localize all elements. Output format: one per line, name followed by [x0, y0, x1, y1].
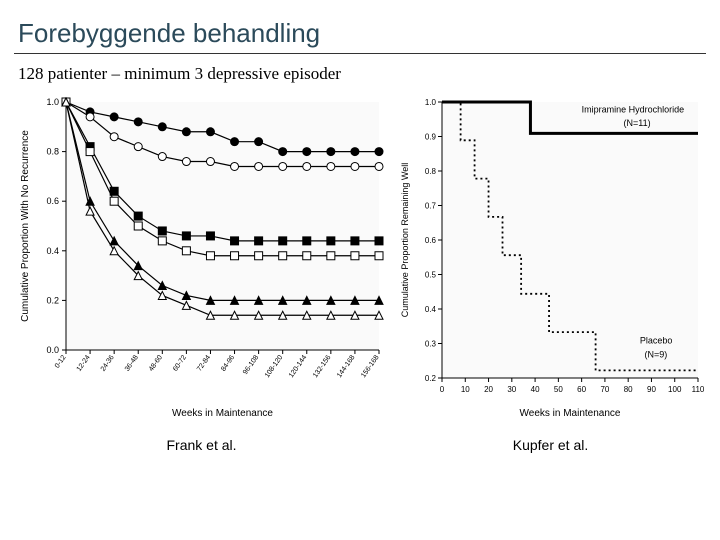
svg-text:0.0: 0.0	[46, 345, 59, 355]
svg-text:84-96: 84-96	[220, 354, 236, 373]
svg-text:50: 50	[553, 385, 562, 394]
svg-text:24-36: 24-36	[100, 354, 116, 373]
svg-text:0: 0	[439, 385, 444, 394]
svg-text:0-12: 0-12	[54, 354, 68, 370]
svg-text:Placebo: Placebo	[639, 336, 672, 346]
svg-text:20: 20	[484, 385, 493, 394]
page-title: Forebyggende behandling	[18, 18, 706, 49]
svg-text:Imipramine Hydrochloride: Imipramine Hydrochloride	[581, 104, 684, 114]
svg-text:156-168: 156-168	[360, 354, 381, 379]
svg-text:36-48: 36-48	[124, 354, 140, 373]
svg-text:72-84: 72-84	[196, 354, 212, 373]
chart-left: 0.0 0.2 0.4 0.6 0.8 1.0 0-12 12-24 24-36 36-48 48-…	[14, 92, 389, 427]
svg-text:0.5: 0.5	[424, 271, 436, 280]
svg-text:0.6: 0.6	[424, 236, 436, 245]
svg-text:1.0: 1.0	[46, 97, 59, 107]
caption-right: Kupfer et al.	[513, 437, 589, 453]
svg-text:10: 10	[460, 385, 469, 394]
svg-text:0.9: 0.9	[424, 133, 436, 142]
svg-text:60-72: 60-72	[172, 354, 188, 373]
svg-text:120-144: 120-144	[288, 354, 309, 379]
svg-text:12-24: 12-24	[76, 354, 92, 373]
svg-text:1.0: 1.0	[424, 98, 436, 107]
chart-right: 0.2 0.3 0.4 0.5 0.6 0.7 0.8 0.9 1.0 0 10 20 30 40 50 60…	[396, 92, 706, 427]
svg-text:108-120: 108-120	[264, 354, 285, 379]
svg-text:100: 100	[668, 385, 682, 394]
svg-text:(N=11): (N=11)	[623, 118, 650, 128]
caption-left: Frank et al.	[166, 437, 236, 453]
svg-text:0.3: 0.3	[424, 340, 436, 349]
svg-text:96-108: 96-108	[242, 354, 260, 376]
svg-text:0.7: 0.7	[424, 202, 436, 211]
svg-text:40: 40	[530, 385, 539, 394]
svg-text:Cumulative Proportion With No: Cumulative Proportion With No Recurrence	[20, 130, 31, 322]
svg-text:144-168: 144-168	[336, 354, 357, 379]
svg-text:132-156: 132-156	[312, 354, 333, 379]
svg-text:80: 80	[623, 385, 632, 394]
svg-text:48-60: 48-60	[148, 354, 164, 373]
svg-text:30: 30	[507, 385, 516, 394]
svg-text:0.8: 0.8	[46, 147, 59, 157]
svg-text:110: 110	[691, 385, 704, 394]
svg-text:0.4: 0.4	[46, 246, 59, 256]
svg-text:(N=9): (N=9)	[644, 349, 667, 359]
title-underline	[14, 53, 706, 54]
svg-text:0.6: 0.6	[46, 196, 59, 206]
svg-text:70: 70	[600, 385, 609, 394]
svg-text:0.4: 0.4	[424, 305, 436, 314]
svg-text:0.2: 0.2	[424, 374, 436, 383]
svg-text:Cumulative Proportion Remainin: Cumulative Proportion Remaining Well	[400, 163, 410, 317]
svg-text:60: 60	[577, 385, 586, 394]
svg-text:Weeks in Maintenance: Weeks in Maintenance	[172, 408, 273, 419]
svg-text:0.2: 0.2	[46, 295, 59, 305]
svg-text:0.8: 0.8	[424, 167, 436, 176]
svg-text:Weeks in Maintenance: Weeks in Maintenance	[519, 408, 620, 419]
page-subtitle: 128 patienter – minimum 3 depressive epi…	[18, 64, 706, 84]
svg-text:90: 90	[647, 385, 656, 394]
